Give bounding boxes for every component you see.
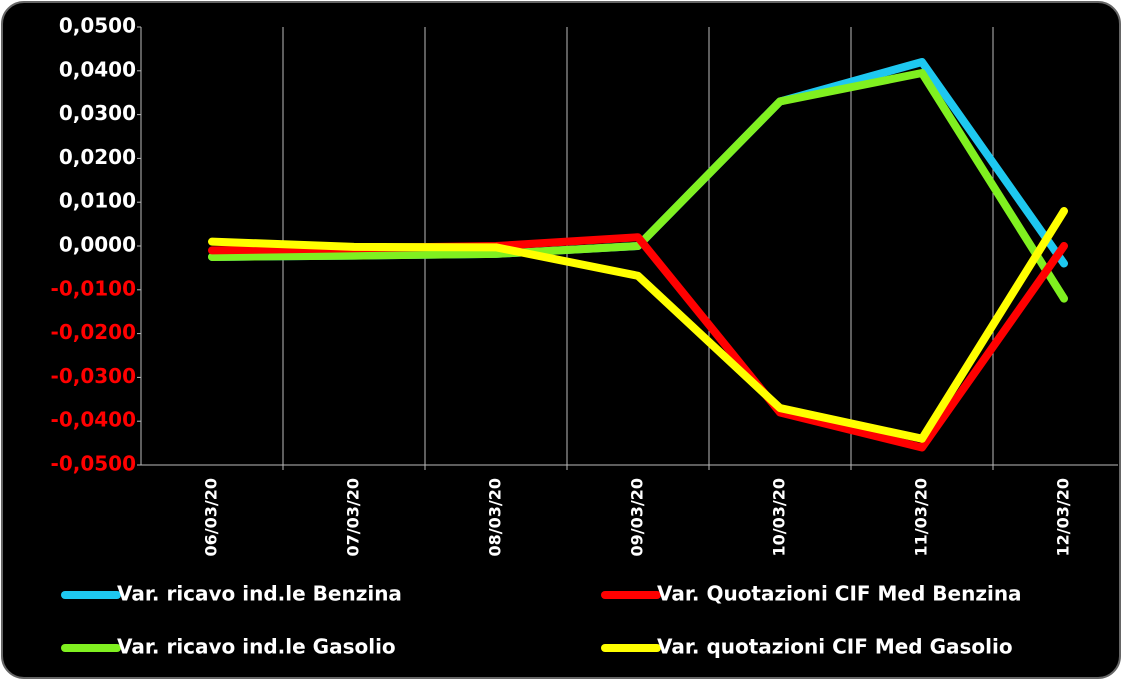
x-tick-label: 06/03/20 (202, 478, 221, 556)
y-tick-label: -0,0200 (51, 320, 136, 344)
x-tick-label: 11/03/20 (912, 478, 931, 556)
y-tick-label: 0,0300 (59, 101, 136, 125)
y-tick-label: 0,0100 (59, 189, 136, 213)
legend-label: Var. Quotazioni CIF Med Benzina (657, 582, 1022, 606)
series-line (208, 206, 1068, 443)
x-tick-label: 07/03/20 (344, 478, 363, 556)
legend-label: Var. ricavo ind.le Benzina (117, 582, 402, 606)
y-tick-label: 0,0200 (59, 145, 136, 169)
y-tick-label: -0,0300 (51, 364, 136, 388)
y-tick-label: 0,0500 (59, 14, 136, 38)
legend-label: Var. ricavo ind.le Gasolio (117, 635, 396, 659)
y-tick-label: -0,0400 (51, 408, 136, 432)
y-tick-label: -0,0500 (51, 452, 136, 476)
y-tick-label: -0,0100 (51, 276, 136, 300)
x-tick-label: 10/03/20 (770, 478, 789, 556)
y-tick-label: 0,0400 (59, 57, 136, 81)
x-tick-label: 08/03/20 (486, 478, 505, 556)
x-tick-label: 09/03/20 (628, 478, 647, 556)
legend-label: Var. quotazioni CIF Med Gasolio (657, 635, 1013, 659)
x-tick-label: 12/03/20 (1054, 478, 1073, 556)
series-line (208, 68, 1068, 303)
y-tick-label: 0,0000 (59, 233, 136, 257)
